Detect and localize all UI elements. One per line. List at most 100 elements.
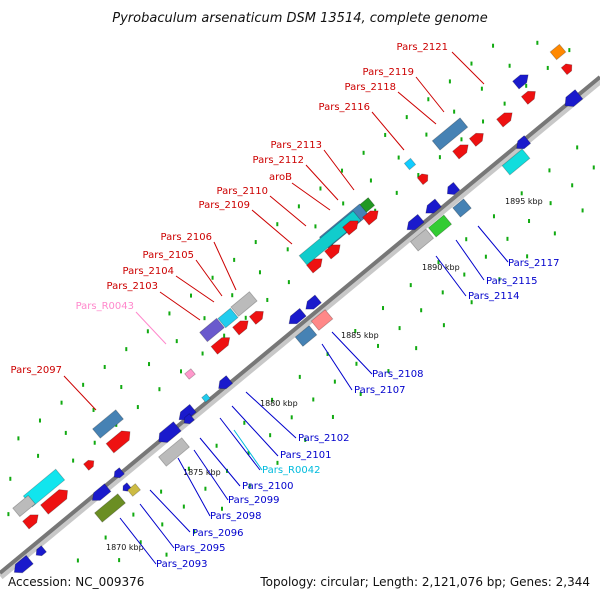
gene-block-r-k[interactable] — [89, 483, 112, 504]
tick-dot — [417, 173, 420, 178]
gene-block-pars-2118[interactable] — [431, 117, 469, 151]
tick-dot — [92, 407, 95, 412]
gene-block-f-o[interactable] — [22, 511, 42, 530]
gene-block-pars-2102[interactable] — [215, 375, 234, 393]
tick-dot — [427, 97, 430, 102]
gene-label-pars-2102[interactable]: Pars_2102 — [298, 433, 349, 444]
gene-label-pars-2112[interactable]: Pars_2112 — [253, 155, 304, 166]
gene-block-f-c[interactable] — [520, 88, 538, 105]
gene-block-pars-2116[interactable] — [416, 171, 430, 186]
tick-dot — [304, 437, 307, 442]
gene-block-pars-2096[interactable] — [127, 483, 141, 497]
tick-dot — [175, 339, 178, 344]
gene-block-r-g[interactable] — [423, 198, 442, 217]
gene-label-pars-2105[interactable]: Pars_2105 — [143, 250, 194, 261]
gene-block-r-c[interactable] — [513, 135, 532, 153]
gene-label-pars-r0043[interactable]: Pars_R0043 — [76, 301, 134, 312]
scale-labels: 1870 kbp 1875 kbp 1880 kbp 1885 kbp 1890… — [106, 197, 543, 552]
gene-label-pars-2096[interactable]: Pars_2096 — [192, 528, 243, 539]
gene-block-r-b[interactable] — [501, 148, 531, 176]
gene-label-pars-2106[interactable]: Pars_2106 — [161, 232, 212, 243]
gene-label-pars-2107[interactable]: Pars_2107 — [354, 385, 405, 396]
gene-block-pars-r0043[interactable] — [184, 368, 196, 380]
gene-label-pars-2103[interactable]: Pars_2103 — [107, 281, 158, 292]
gene-label-pars-2095[interactable]: Pars_2095 — [174, 543, 225, 554]
gene-block-f-m[interactable] — [40, 486, 72, 515]
gene-block-pars-2095[interactable] — [94, 493, 126, 523]
gene-block-r-h[interactable] — [286, 307, 307, 327]
gene-block-pars-2105[interactable] — [217, 307, 239, 329]
gene-block-f-a[interactable] — [560, 61, 574, 76]
tick-dot — [341, 168, 344, 173]
tick-dot — [231, 293, 234, 298]
gene-block-f-f[interactable] — [342, 217, 362, 236]
gene-label-arob[interactable]: aroB — [269, 172, 292, 183]
gene-block-pars-2119[interactable] — [512, 71, 532, 90]
gene-label-pars-2116[interactable]: Pars_2116 — [319, 102, 370, 113]
gene-label-pars-2100[interactable]: Pars_2100 — [242, 481, 293, 492]
gene-label-pars-2118[interactable]: Pars_2118 — [345, 82, 396, 93]
gene-block-f-k[interactable] — [83, 458, 97, 471]
gene-block-r-m[interactable] — [34, 545, 47, 559]
tick-dot — [448, 79, 451, 84]
gene-label-pars-2121[interactable]: Pars_2121 — [397, 42, 448, 53]
tick-dot — [525, 83, 528, 88]
gene-block-f-h[interactable] — [232, 317, 252, 336]
gene-block-r-i[interactable] — [303, 294, 322, 313]
gene-block-r-f[interactable] — [404, 213, 425, 233]
gene-block-pars-2121[interactable] — [549, 43, 567, 61]
gene-label-pars-2101[interactable]: Pars_2101 — [280, 450, 331, 461]
gene-label-pars-2119[interactable]: Pars_2119 — [363, 67, 414, 78]
gene-block-pars-2097[interactable] — [92, 409, 124, 439]
gene-label-pars-r0042[interactable]: Pars_R0042 — [262, 465, 320, 476]
gene-block-pars-2109[interactable] — [306, 255, 326, 274]
gene-block-pars-2103[interactable] — [210, 334, 233, 355]
gene-label-pars-2115[interactable]: Pars_2115 — [486, 276, 537, 287]
gene-block-f-e[interactable] — [468, 130, 486, 147]
gene-label-pars-2110[interactable]: Pars_2110 — [217, 186, 268, 197]
gene-block-pars-2110[interactable] — [324, 241, 344, 260]
gene-block-pars-2114[interactable] — [409, 228, 435, 252]
gene-block-arob[interactable] — [298, 210, 362, 266]
scale-label-1890: 1890 kbp — [422, 263, 460, 272]
gene-label-pars-2104[interactable]: Pars_2104 — [123, 266, 174, 277]
gene-label-pars-2114[interactable]: Pars_2114 — [468, 291, 519, 302]
gene-block-f-d[interactable] — [452, 141, 472, 160]
gene-block-pars-r0042[interactable] — [176, 403, 197, 423]
tick-dot — [104, 535, 107, 540]
tick-dot — [64, 430, 67, 435]
gene-label-pars-2117[interactable]: Pars_2117 — [508, 258, 559, 269]
gene-block-pars-2117[interactable] — [452, 198, 472, 218]
gene-block-pars-2104[interactable] — [199, 317, 225, 343]
tick-dot — [333, 379, 336, 384]
gene-label-pars-2093[interactable]: Pars_2093 — [156, 559, 207, 570]
gene-block-pars-2107[interactable] — [294, 325, 318, 347]
gene-block-pars-2108[interactable] — [310, 309, 334, 331]
gene-block-r-j[interactable] — [182, 413, 195, 427]
gene-block-f-n[interactable] — [12, 494, 36, 518]
gene-block-r-e[interactable] — [444, 181, 461, 197]
gene-block-r-a[interactable] — [561, 89, 584, 111]
tick-dot — [103, 364, 106, 369]
gene-block-f-i[interactable] — [248, 308, 266, 325]
gene-block-pars-2099[interactable] — [158, 437, 190, 467]
gene-label-pars-2113[interactable]: Pars_2113 — [271, 140, 322, 151]
gene-block-f-j[interactable] — [105, 427, 134, 454]
gene-block-r-d[interactable] — [403, 157, 417, 171]
gene-block-r-l[interactable] — [112, 467, 125, 481]
gene-label-pars-2097[interactable]: Pars_2097 — [11, 365, 62, 376]
gene-label-pars-2098[interactable]: Pars_2098 — [210, 511, 261, 522]
gene-block-pars-2093[interactable] — [11, 554, 34, 576]
gene-block-pars-2106[interactable] — [230, 291, 258, 317]
gene-label-pars-2099[interactable]: Pars_2099 — [228, 495, 279, 506]
gene-block-pars-2100[interactable] — [155, 421, 182, 447]
gene-features — [11, 43, 584, 576]
gene-label-pars-2109[interactable]: Pars_2109 — [199, 200, 250, 211]
gene-block-f-g[interactable] — [362, 207, 382, 226]
tick-dot — [248, 483, 251, 488]
gene-label-pars-2108[interactable]: Pars_2108 — [372, 369, 423, 380]
gene-block-pars-2115[interactable] — [427, 214, 453, 238]
gene-block-f-b[interactable] — [496, 109, 516, 128]
gene-block-pars-2101[interactable] — [201, 393, 211, 403]
tick-dot — [470, 300, 473, 305]
